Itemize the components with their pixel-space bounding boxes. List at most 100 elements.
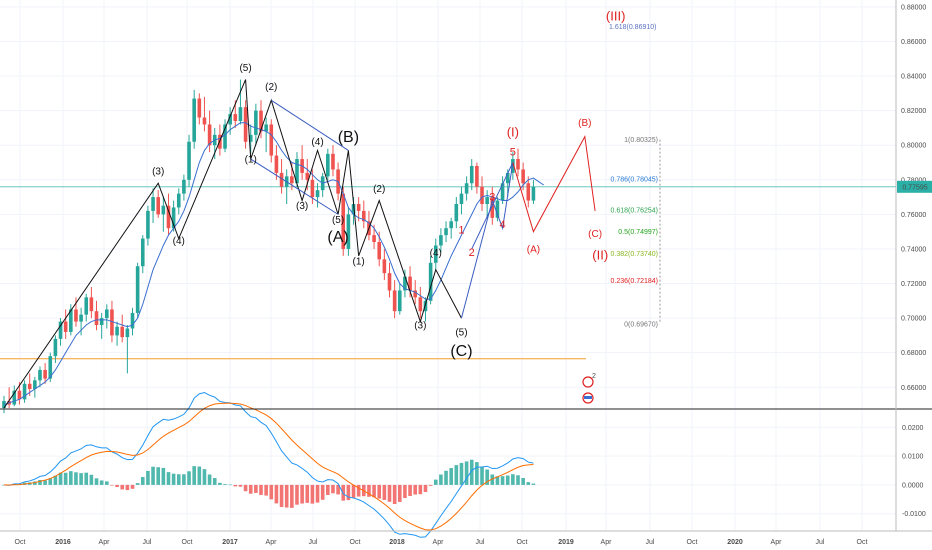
wave-label: (5) (455, 327, 467, 338)
candle-body (248, 134, 253, 142)
elliott-wave-labels: (3) (4) (5) (1) (2) (3) (4) (5) (A) (B) (1) (2) (3) (… (152, 9, 625, 360)
candle-body (346, 214, 351, 249)
macd-histogram-bar (140, 477, 145, 485)
macd-histogram-bar (69, 471, 73, 485)
price-tick-label: 0.76000 (901, 212, 926, 219)
macd-histogram-bar (439, 474, 443, 485)
macd-tick-label: 0.0100 (902, 454, 924, 461)
candle-body (449, 221, 453, 229)
wave-label: (3) (152, 167, 164, 178)
macd-histogram-bar (269, 484, 274, 500)
price-tick-label: 0.72000 (901, 281, 926, 288)
macd-histogram-bar (526, 482, 531, 485)
candle-body (485, 197, 489, 204)
macd-histogram-bar (346, 484, 351, 501)
macd-histogram-bar (300, 484, 304, 504)
time-tick-label: Oct (15, 539, 26, 546)
time-tick-label: Oct (857, 539, 868, 546)
macd-histogram-bar (192, 466, 196, 485)
candle-body (151, 197, 155, 211)
macd-histogram-bar (469, 459, 474, 485)
time-tick-label: Apr (601, 539, 613, 546)
candle-body (521, 169, 525, 184)
candle-body (459, 193, 464, 204)
macd-histogram-bar (320, 484, 325, 500)
candle-body (387, 273, 392, 291)
fibonacci-retracement[interactable]: 1(0.80325) 0.786(0.78045) 0.618(0.76254) 0.… (609, 24, 661, 329)
price-axis[interactable]: 0.88000 0.86000 0.84000 0.82000 0.80000 0.780… (0, 0, 932, 532)
macd-histogram-bar (351, 484, 356, 498)
candle-body (125, 328, 130, 338)
time-axis[interactable]: Oct 2016 Apr Jul Oct 2017 Apr Jul Oct 2018 Apr Jul O… (15, 539, 868, 546)
macd-histogram-bar (444, 470, 448, 485)
macd-histogram-bar (279, 484, 284, 508)
candle-body (418, 297, 423, 312)
macd-histogram-bar (326, 484, 330, 496)
candle-body (135, 266, 140, 313)
macd-histogram-bar (212, 478, 217, 485)
macd-histogram-bar (433, 479, 438, 485)
flag-icon (584, 396, 592, 399)
candle-body (290, 176, 294, 184)
macd-histogram-bar (125, 484, 130, 491)
candle-body (192, 98, 196, 142)
candle-body (27, 383, 32, 389)
wave-label: (2) (373, 184, 385, 195)
candle-body (17, 390, 22, 400)
candle-body (362, 210, 366, 222)
candle-body (176, 193, 181, 208)
macd-histogram-bar (485, 469, 489, 485)
moving-average-line (3, 122, 544, 406)
macd-histogram-bar (454, 465, 459, 485)
time-tick-label: Apr (433, 539, 445, 546)
macd-histogram-bar (382, 484, 387, 500)
macd-histogram-bar (99, 480, 104, 485)
candle-body (187, 141, 191, 180)
macd-histogram-bar (130, 484, 135, 489)
candle-body (274, 155, 279, 173)
event-badge-count: 2 (592, 373, 596, 380)
candle-body (105, 309, 109, 319)
macd-histogram-bar (505, 475, 510, 485)
candle-body (79, 314, 83, 322)
macd-histogram-bar (105, 481, 109, 485)
candle-body (310, 179, 315, 198)
macd-histogram-bar (413, 484, 417, 495)
wave-line (471, 162, 514, 250)
macd-histogram-bar (490, 474, 495, 485)
wave-label: (4) (311, 137, 323, 148)
macd-histogram-bar (264, 484, 268, 496)
price-tick-label: 0.78000 (901, 177, 926, 184)
elliott-wave-drawings[interactable] (3, 79, 596, 409)
wave-line (512, 134, 596, 233)
macd-histogram-bar (516, 475, 520, 485)
macd-histogram-bar (243, 484, 248, 492)
macd-histogram-bar (94, 478, 99, 485)
candle-body (233, 114, 238, 122)
macd-histogram-bar (480, 466, 484, 485)
candle-body (531, 186, 536, 201)
event-badge-icon (582, 376, 594, 388)
wave-label: (I) (507, 125, 519, 140)
candle-body (495, 200, 500, 218)
horizontal-support-level[interactable] (0, 186, 896, 360)
macd-histogram-bar (408, 484, 412, 496)
candle-body (243, 107, 248, 142)
candle-body (89, 297, 94, 312)
candle-body (53, 338, 58, 357)
macd-histogram-bar (79, 473, 83, 485)
fib-level-label: 0.618(0.76254) (611, 207, 658, 214)
event-badges[interactable]: 2 (582, 373, 596, 404)
macd-histogram-bar (521, 478, 525, 485)
macd-histogram-bar (218, 482, 222, 485)
macd-histogram-bar (397, 484, 402, 502)
wave-label: (III) (606, 9, 626, 24)
chart-grid (0, 0, 896, 531)
macd-histogram-bar (423, 484, 428, 493)
time-tick-label: Jul (816, 539, 825, 546)
time-tick-label: Jul (646, 539, 655, 546)
candle-body (197, 98, 202, 118)
candle-body (500, 183, 505, 201)
macd-histogram-bar (110, 484, 114, 486)
